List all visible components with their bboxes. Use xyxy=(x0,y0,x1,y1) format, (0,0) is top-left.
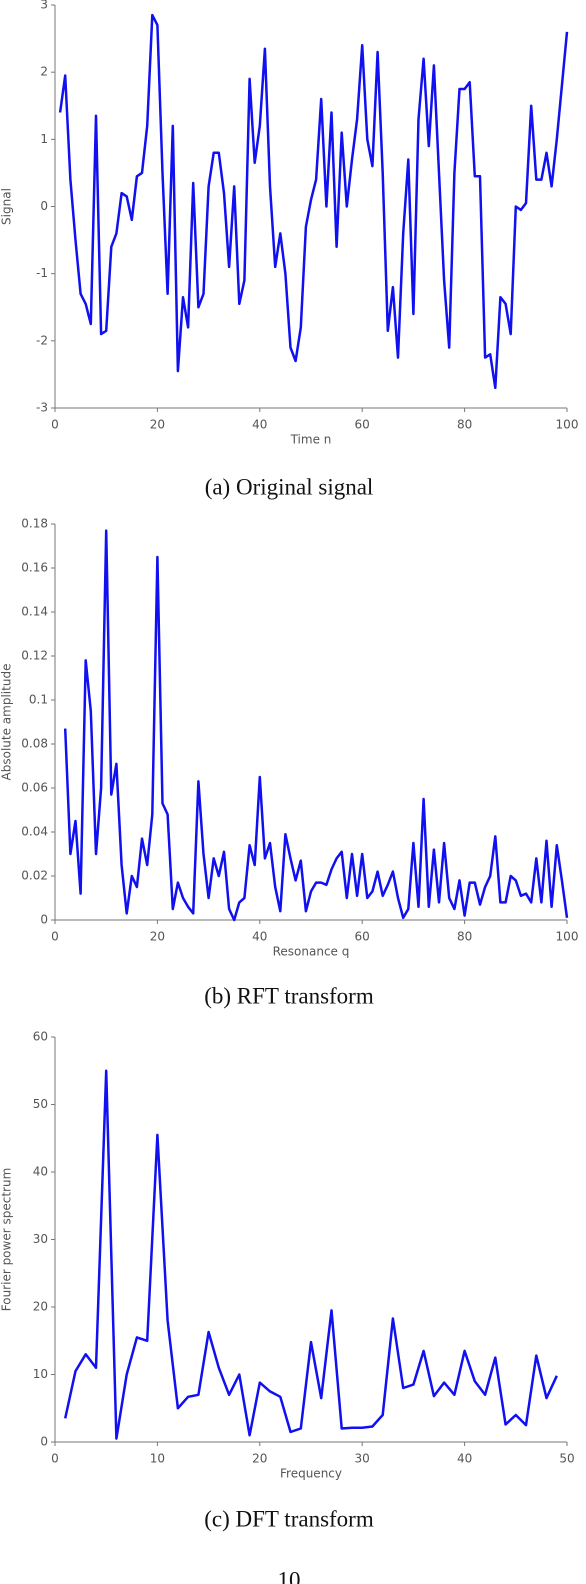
x-tick-label: 0 xyxy=(51,418,59,432)
y-axis-label: Signal xyxy=(0,188,14,225)
x-tick-label: 40 xyxy=(252,930,267,944)
y-tick-label: 0.12 xyxy=(21,649,48,663)
x-tick-label: 80 xyxy=(457,930,472,944)
y-tick-label: 0.04 xyxy=(21,825,48,839)
page-number: 10 xyxy=(278,1567,301,1584)
x-tick-label: 0 xyxy=(51,930,59,944)
x-tick-label: 100 xyxy=(556,930,579,944)
y-axis-label: Absolute amplitude xyxy=(0,664,14,781)
signal-line xyxy=(63,529,569,922)
x-tick-label: 30 xyxy=(355,1452,370,1466)
x-tick-label: 80 xyxy=(457,418,472,432)
caption: (c) DFT transform xyxy=(204,1506,374,1531)
y-tick-label: -2 xyxy=(36,333,48,347)
y-tick-label: 60 xyxy=(33,1030,48,1044)
x-tick-label: 100 xyxy=(556,418,579,432)
x-tick-label: 10 xyxy=(150,1452,165,1466)
y-tick-label: 0 xyxy=(40,199,48,213)
x-tick-label: 40 xyxy=(252,418,267,432)
y-tick-label: 0.16 xyxy=(21,561,48,575)
signal-line xyxy=(58,13,569,390)
y-tick-label: 0.14 xyxy=(21,605,48,619)
x-axis-label: Frequency xyxy=(280,1467,342,1481)
x-tick-label: 0 xyxy=(51,1452,59,1466)
caption: (b) RFT transform xyxy=(204,983,374,1008)
y-tick-label: -3 xyxy=(36,401,48,415)
x-tick-label: 40 xyxy=(457,1452,472,1466)
signal-line xyxy=(63,1069,558,1440)
x-axis-label: Resonance q xyxy=(273,945,350,959)
y-tick-label: 0.18 xyxy=(21,517,48,531)
y-tick-label: -1 xyxy=(36,266,48,280)
y-tick-label: 0 xyxy=(40,1435,48,1449)
y-tick-label: 0.08 xyxy=(21,737,48,751)
x-tick-label: 50 xyxy=(559,1452,574,1466)
y-tick-label: 20 xyxy=(33,1300,48,1314)
y-tick-label: 0 xyxy=(40,913,48,927)
y-tick-label: 3 xyxy=(40,0,48,12)
y-axis-label: Fourier power spectrum xyxy=(0,1168,14,1312)
y-tick-label: 0.06 xyxy=(21,781,48,795)
x-axis-label: Time n xyxy=(290,433,332,447)
x-tick-label: 20 xyxy=(150,930,165,944)
y-tick-label: 2 xyxy=(40,65,48,79)
x-tick-label: 20 xyxy=(252,1452,267,1466)
x-tick-label: 60 xyxy=(355,418,370,432)
y-tick-label: 10 xyxy=(33,1367,48,1381)
y-tick-label: 30 xyxy=(33,1232,48,1246)
caption: (a) Original signal xyxy=(205,474,374,499)
y-tick-label: 0.1 xyxy=(29,693,48,707)
y-tick-label: 50 xyxy=(33,1097,48,1111)
x-tick-label: 20 xyxy=(150,418,165,432)
y-tick-label: 0.02 xyxy=(21,869,48,883)
y-tick-label: 40 xyxy=(33,1165,48,1179)
y-tick-label: 1 xyxy=(40,132,48,146)
x-tick-label: 60 xyxy=(355,930,370,944)
